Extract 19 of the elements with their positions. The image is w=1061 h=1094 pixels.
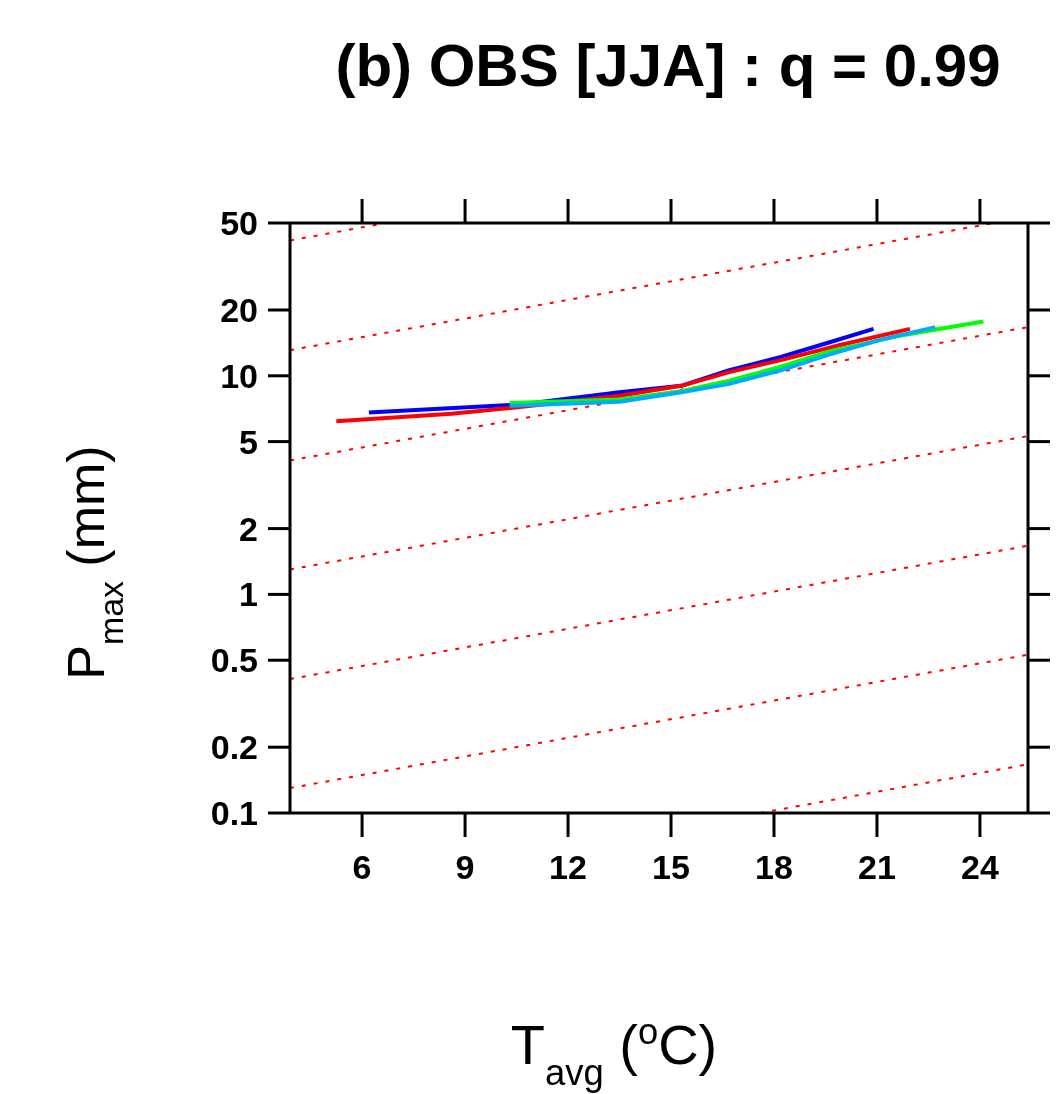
- line-series: [507, 325, 938, 408]
- x-tick-label: 15: [652, 848, 690, 887]
- y-tick-label: 0.5: [210, 641, 258, 680]
- x-tick-label: 24: [961, 848, 999, 887]
- y-tick-label: 1: [239, 575, 258, 614]
- x-tick-label: 12: [549, 848, 587, 887]
- x-axis-title: T$_{avg}$ ($^{o}$C): [510, 1010, 718, 1093]
- y-tick-label: 0.1: [210, 794, 258, 833]
- x-tick-label: 6: [352, 848, 372, 887]
- x-tick-label: 18: [755, 848, 793, 887]
- y-tick-label: 50: [220, 204, 258, 243]
- x-tick-label: 21: [858, 848, 896, 887]
- y-tick-label: 10: [220, 356, 258, 395]
- y-tick-label: 2: [239, 509, 258, 548]
- x-tick-label: 9: [455, 848, 475, 887]
- y-tick-label: 0.2: [210, 728, 258, 767]
- y-tick-label: 20: [220, 291, 258, 330]
- chart-title: (b) OBS [JJA] : q = 0.99: [335, 32, 1001, 99]
- y-tick-label: 5: [239, 422, 258, 461]
